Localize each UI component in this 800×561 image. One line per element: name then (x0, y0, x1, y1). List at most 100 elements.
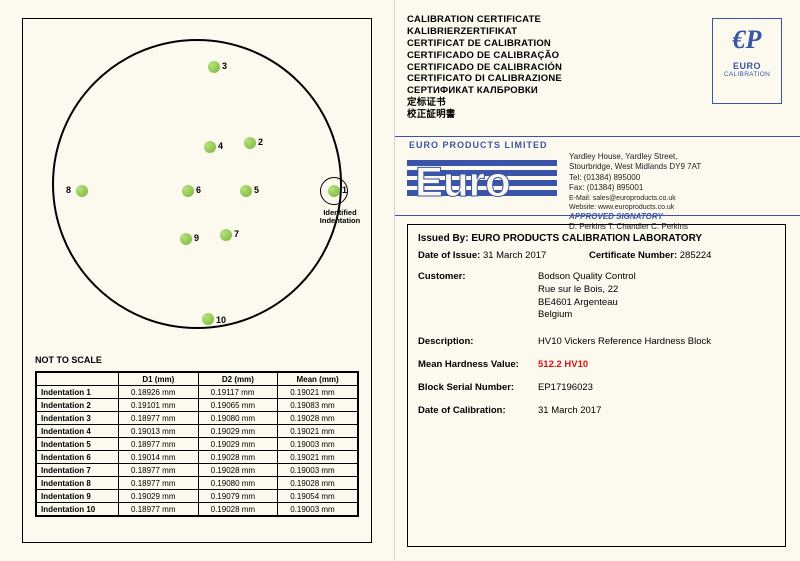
indentation-dot-label: 3 (222, 61, 227, 71)
cell-value: 0.19065 mm (198, 399, 278, 412)
issued-by-value: EURO PRODUCTS CALIBRATION LABORATORY (471, 233, 702, 244)
logo-cal-text: CALIBRATION (713, 71, 781, 78)
description-row: Description: HV10 Vickers Reference Hard… (418, 336, 775, 347)
cell-value: 0.19014 mm (119, 451, 199, 464)
left-panel: 12345678910 IdentifiedIndentation NOT TO… (0, 0, 395, 561)
cell-value: 0.19080 mm (198, 477, 278, 490)
cell-value: 0.19013 mm (119, 425, 199, 438)
cell-value: 0.19117 mm (198, 386, 278, 399)
cell-value: 0.19028 mm (198, 464, 278, 477)
indentation-dot-label: 10 (216, 315, 226, 325)
serial-value: EP17196023 (538, 382, 593, 393)
cell-value: 0.19080 mm (198, 412, 278, 425)
cell-value: 0.19028 mm (198, 503, 278, 517)
issued-by-label: Issued By: (418, 233, 469, 244)
cell-value: 0.18977 mm (119, 412, 199, 425)
addr-line: Yardley House, Yardley Street, (569, 152, 701, 162)
logo-euro-text: EURO (713, 61, 781, 71)
cell-value: 0.18926 mm (119, 386, 199, 399)
cell-value: 0.19021 mm (278, 451, 358, 464)
cell-value: 0.19003 mm (278, 438, 358, 451)
cert-title-line: CERTIFICADO DE CALIBRACIÓN (407, 62, 667, 74)
cert-no-value: 285224 (680, 250, 712, 261)
indentation-dot-label: 7 (234, 229, 239, 239)
row-label: Indentation 7 (36, 464, 119, 477)
table-row: Indentation 100.18977 mm0.19028 mm0.1900… (36, 503, 358, 517)
indentation-dot (204, 141, 216, 153)
cert-title-line: KALIBRIERZERTIFIKAT (407, 26, 667, 38)
company-address: Yardley House, Yardley Street, Stourbrid… (557, 152, 701, 233)
date-cert-row: Date of Issue: 31 March 2017 Certificate… (418, 250, 775, 261)
date-issue-value: 31 March 2017 (483, 250, 546, 261)
table-row: Indentation 30.18977 mm0.19080 mm0.19028… (36, 412, 358, 425)
cert-title-line: CERTIFICAT DE CALIBRATION (407, 38, 667, 50)
addr-line: Website: www.europroducts.co.uk (569, 203, 701, 212)
cell-value: 0.19079 mm (198, 490, 278, 503)
table-row: Indentation 70.18977 mm0.19028 mm0.19003… (36, 464, 358, 477)
cell-value: 0.19101 mm (119, 399, 199, 412)
indentation-dot-label: 8 (66, 185, 71, 195)
cert-title-line: CALIBRATION CERTIFICATE (407, 14, 667, 26)
not-to-scale-label: NOT TO SCALE (35, 355, 102, 365)
indentation-dot-label: 6 (196, 185, 201, 195)
cell-value: 0.18977 mm (119, 438, 199, 451)
addr-line: Fax: (01384) 895001 (569, 183, 701, 193)
table-header: D2 (mm) (198, 372, 278, 386)
table-row: Indentation 10.18926 mm0.19117 mm0.19021… (36, 386, 358, 399)
row-label: Indentation 10 (36, 503, 119, 517)
cert-title-line: 定标证书 (407, 97, 667, 109)
customer-block: Customer: Bodson Quality ControlRue sur … (418, 271, 775, 322)
indentation-dot (180, 233, 192, 245)
serial-row: Block Serial Number: EP17196023 (418, 382, 775, 393)
cell-value: 0.19003 mm (278, 503, 358, 517)
cal-date-value: 31 March 2017 (538, 405, 601, 416)
table-header: D1 (mm) (119, 372, 199, 386)
addr-line: Stourbridge, West Midlands DY9 7AT (569, 162, 701, 172)
mean-hardness-row: Mean Hardness Value: 512.2 HV10 (418, 359, 775, 370)
indentation-dot-label: 9 (194, 233, 199, 243)
customer-label: Customer: (418, 271, 538, 322)
right-panel: CALIBRATION CERTIFICATEKALIBRIERZERTIFIK… (395, 0, 800, 561)
indentation-dot-label: 4 (218, 141, 223, 151)
cert-title-line: 校正証明書 (407, 109, 667, 121)
logo-ep-text: €P (713, 25, 781, 55)
cal-date-label: Date of Calibration: (418, 405, 538, 416)
row-label: Indentation 3 (36, 412, 119, 425)
table-header: Mean (mm) (278, 372, 358, 386)
identified-ring (320, 177, 348, 205)
table-row: Indentation 50.18977 mm0.19029 mm0.19003… (36, 438, 358, 451)
description-label: Description: (418, 336, 538, 347)
table-header (36, 372, 119, 386)
table-row: Indentation 20.19101 mm0.19065 mm0.19083… (36, 399, 358, 412)
indentation-dot (220, 229, 232, 241)
identified-label: IdentifiedIndentation (316, 209, 364, 226)
indentation-dot-label: 5 (254, 185, 259, 195)
date-issue-label: Date of Issue: (418, 250, 480, 261)
indentation-dot (208, 61, 220, 73)
multilingual-title: CALIBRATION CERTIFICATEKALIBRIERZERTIFIK… (407, 14, 667, 121)
table-row: Indentation 80.18977 mm0.19080 mm0.19028… (36, 477, 358, 490)
row-label: Indentation 6 (36, 451, 119, 464)
sample-circle (52, 39, 342, 329)
euro-calibration-logo: €P EURO CALIBRATION (712, 18, 782, 104)
cell-value: 0.19054 mm (278, 490, 358, 503)
table-row: Indentation 60.19014 mm0.19028 mm0.19021… (36, 451, 358, 464)
row-label: Indentation 9 (36, 490, 119, 503)
cert-title-line: СЕРТИФИКАТ КАЛБРОВКИ (407, 85, 667, 97)
euro-wordmark: Euro (407, 152, 557, 210)
row-label: Indentation 1 (36, 386, 119, 399)
cell-value: 0.19029 mm (198, 438, 278, 451)
mean-hardness-label: Mean Hardness Value: (418, 359, 538, 370)
addr-line: Tel: (01384) 895000 (569, 173, 701, 183)
measurements-table: D1 (mm)D2 (mm)Mean (mm) Indentation 10.1… (35, 371, 359, 517)
cell-value: 0.18977 mm (119, 464, 199, 477)
cert-title-line: CERTIFICADO DE CALIBRAÇÃO (407, 50, 667, 62)
cert-no-label: Certificate Number: (589, 250, 677, 261)
indentation-dot-label: 2 (258, 137, 263, 147)
indentation-dot (244, 137, 256, 149)
row-label: Indentation 2 (36, 399, 119, 412)
cert-title-line: CERTIFICATO DI CALIBRAZIONE (407, 73, 667, 85)
issued-by-row: Issued By: EURO PRODUCTS CALIBRATION LAB… (418, 233, 775, 244)
indentation-dot (76, 185, 88, 197)
customer-line: Belgium (538, 309, 636, 322)
